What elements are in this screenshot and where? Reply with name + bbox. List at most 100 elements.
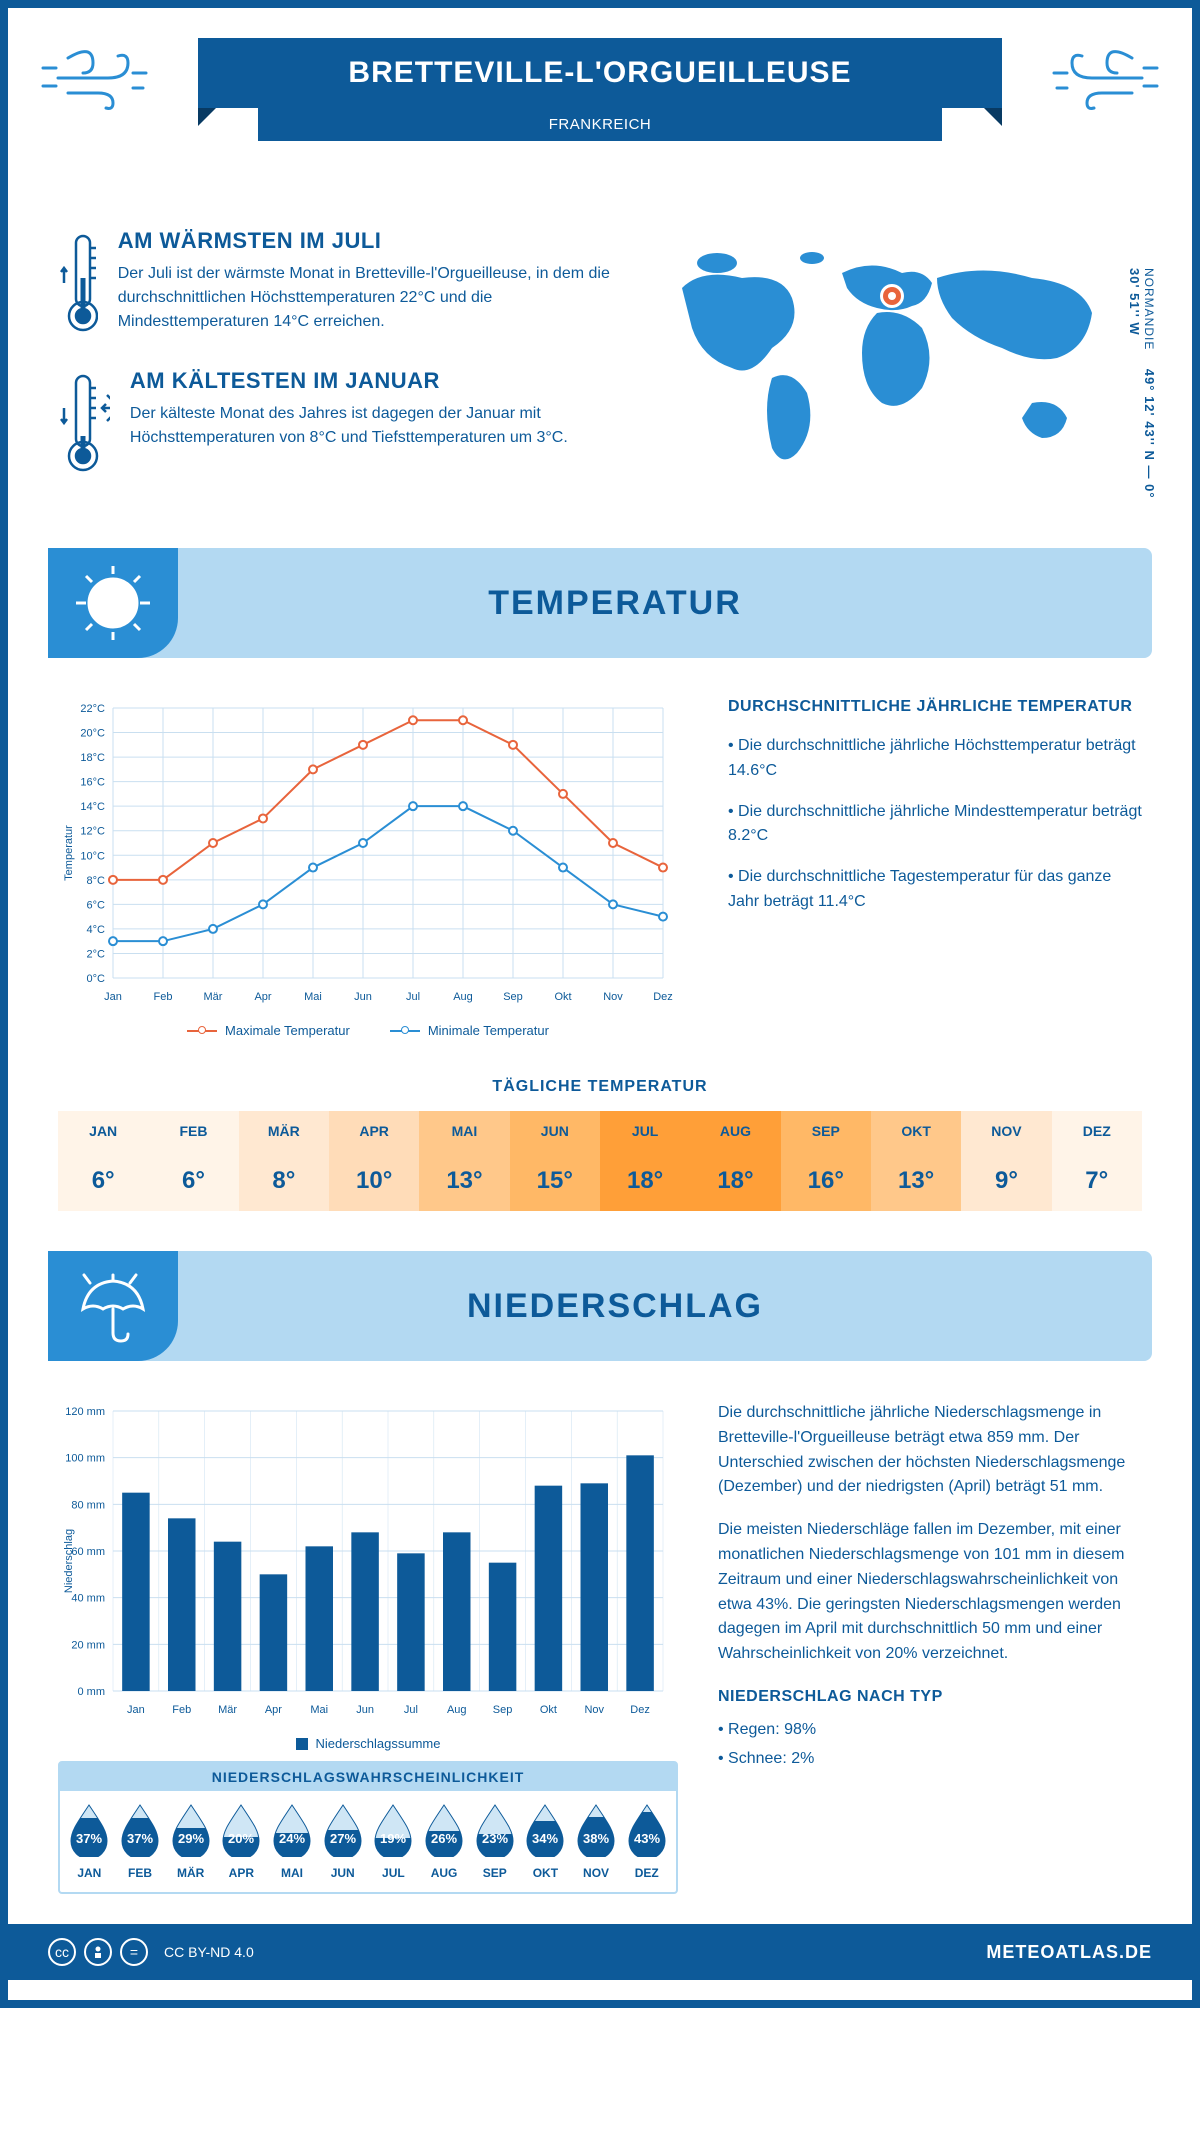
intro-section: AM WÄRMSTEN IM JULI Der Juli ist der wär… — [8, 208, 1192, 548]
daily-temp-title: TÄGLICHE TEMPERATUR — [8, 1078, 1192, 1096]
svg-text:Nov: Nov — [584, 1704, 604, 1716]
svg-text:Okt: Okt — [554, 991, 571, 1003]
coldest-text: Der kälteste Monat des Jahres ist dagege… — [130, 402, 622, 450]
svg-text:Dez: Dez — [630, 1704, 650, 1716]
svg-text:80 mm: 80 mm — [71, 1499, 105, 1511]
prob-cell: 27% JUN — [319, 1803, 366, 1880]
prob-cell: 26% AUG — [421, 1803, 468, 1880]
warmest-text: Der Juli ist der wärmste Monat in Brette… — [118, 262, 622, 334]
svg-text:27%: 27% — [330, 1831, 356, 1846]
svg-text:Mai: Mai — [304, 991, 322, 1003]
svg-text:Mär: Mär — [204, 991, 223, 1003]
coldest-title: AM KÄLTESTEN IM JANUAR — [130, 368, 622, 394]
prob-cell: 24% MAI — [269, 1803, 316, 1880]
svg-text:2°C: 2°C — [87, 948, 106, 960]
warmest-block: AM WÄRMSTEN IM JULI Der Juli ist der wär… — [58, 228, 622, 338]
svg-text:Dez: Dez — [653, 991, 673, 1003]
by-icon — [84, 1938, 112, 1966]
header: BRETTEVILLE-L'ORGUEILLEUSE FRANKREICH — [8, 8, 1192, 208]
temp-text-heading: DURCHSCHNITTLICHE JÄHRLICHE TEMPERATUR — [728, 698, 1142, 716]
prob-cell: 43% DEZ — [623, 1803, 670, 1880]
prob-cell: 29% MÄR — [167, 1803, 214, 1880]
svg-text:0°C: 0°C — [87, 973, 106, 985]
precip-bar-chart: 0 mm20 mm40 mm60 mm80 mm100 mm120 mmNied… — [58, 1401, 678, 1751]
svg-text:60 mm: 60 mm — [71, 1546, 105, 1558]
svg-text:Feb: Feb — [154, 991, 173, 1003]
svg-text:19%: 19% — [380, 1831, 406, 1846]
daily-temp-cell: SEP16° — [781, 1111, 871, 1211]
svg-text:22°C: 22°C — [80, 703, 105, 715]
prob-cell: 20% APR — [218, 1803, 265, 1880]
intro-text: AM WÄRMSTEN IM JULI Der Juli ist der wär… — [58, 228, 622, 508]
page: BRETTEVILLE-L'ORGUEILLEUSE FRANKREICH — [0, 0, 1200, 2008]
svg-text:23%: 23% — [482, 1831, 508, 1846]
svg-text:Temperatur: Temperatur — [63, 825, 75, 881]
site-name: METEOATLAS.DE — [986, 1942, 1152, 1963]
svg-text:Jan: Jan — [104, 991, 122, 1003]
svg-text:8°C: 8°C — [87, 875, 106, 887]
svg-text:0 mm: 0 mm — [78, 1686, 106, 1698]
svg-text:43%: 43% — [634, 1831, 660, 1846]
daily-temp-cell: JAN6° — [58, 1111, 148, 1211]
svg-text:Jun: Jun — [354, 991, 372, 1003]
daily-temp-table: JAN6°FEB6°MÄR8°APR10°MAI13°JUN15°JUL18°A… — [58, 1111, 1142, 1211]
svg-text:Sep: Sep — [493, 1704, 513, 1716]
nd-icon: = — [120, 1938, 148, 1966]
prob-cell: 34% OKT — [522, 1803, 569, 1880]
daily-temp-cell: APR10° — [329, 1111, 419, 1211]
prob-cell: 23% SEP — [471, 1803, 518, 1880]
svg-text:Apr: Apr — [254, 991, 271, 1003]
svg-text:Jul: Jul — [404, 1704, 418, 1716]
svg-text:Mär: Mär — [218, 1704, 237, 1716]
svg-text:18°C: 18°C — [80, 752, 105, 764]
temp-legend: .legend-item:nth-child(1) .legend-line::… — [58, 1023, 678, 1038]
daily-temp-cell: FEB6° — [148, 1111, 238, 1211]
country-subtitle: FRANKREICH — [258, 108, 942, 141]
svg-text:Jul: Jul — [406, 991, 420, 1003]
daily-temp-cell: JUL18° — [600, 1111, 690, 1211]
daily-temp-cell: JUN15° — [510, 1111, 600, 1211]
svg-text:100 mm: 100 mm — [65, 1453, 105, 1465]
umbrella-icon — [48, 1251, 178, 1361]
page-title: BRETTEVILLE-L'ORGUEILLEUSE — [238, 56, 962, 90]
coords-label: NORMANDIE 49° 12' 43'' N — 0° 30' 51'' W — [1127, 268, 1157, 508]
precip-section-banner: NIEDERSCHLAG — [48, 1251, 1152, 1361]
daily-temp-cell: AUG18° — [690, 1111, 780, 1211]
prob-cell: 19% JUL — [370, 1803, 417, 1880]
precip-section: 0 mm20 mm40 mm60 mm80 mm100 mm120 mmNied… — [8, 1361, 1192, 1904]
thermometer-cold-icon — [58, 368, 110, 478]
world-map: NORMANDIE 49° 12' 43'' N — 0° 30' 51'' W — [662, 228, 1142, 508]
svg-text:Feb: Feb — [172, 1704, 191, 1716]
prob-cell: 37% FEB — [117, 1803, 164, 1880]
daily-temp-cell: DEZ7° — [1052, 1111, 1142, 1211]
svg-text:29%: 29% — [178, 1831, 204, 1846]
svg-text:Apr: Apr — [265, 1704, 282, 1716]
precip-legend: Niederschlagssumme — [58, 1736, 678, 1751]
temp-section-banner: TEMPERATUR — [48, 548, 1152, 658]
svg-text:6°C: 6°C — [87, 899, 106, 911]
svg-text:Okt: Okt — [540, 1704, 557, 1716]
svg-text:120 mm: 120 mm — [65, 1406, 105, 1418]
coldest-block: AM KÄLTESTEN IM JANUAR Der kälteste Mona… — [58, 368, 622, 478]
svg-text:40 mm: 40 mm — [71, 1593, 105, 1605]
svg-text:34%: 34% — [532, 1831, 558, 1846]
svg-text:Niederschlag: Niederschlag — [63, 1529, 75, 1593]
thermometer-hot-icon — [58, 228, 98, 338]
wind-icon — [1042, 28, 1162, 123]
svg-text:26%: 26% — [431, 1831, 457, 1846]
svg-text:24%: 24% — [279, 1831, 305, 1846]
wind-icon — [38, 28, 158, 123]
svg-text:38%: 38% — [583, 1831, 609, 1846]
footer: cc = CC BY-ND 4.0 METEOATLAS.DE — [8, 1924, 1192, 1980]
svg-text:Aug: Aug — [447, 1704, 467, 1716]
temp-line-chart: 0°C2°C4°C6°C8°C10°C12°C14°C16°C18°C20°C2… — [58, 698, 678, 1038]
svg-text:Mai: Mai — [310, 1704, 328, 1716]
precip-text: Die durchschnittliche jährliche Niedersc… — [718, 1401, 1142, 1894]
daily-temp-cell: MÄR8° — [239, 1111, 329, 1211]
title-banner: BRETTEVILLE-L'ORGUEILLEUSE — [198, 38, 1002, 108]
daily-temp-cell: MAI13° — [419, 1111, 509, 1211]
sun-icon — [48, 548, 178, 658]
svg-text:Aug: Aug — [453, 991, 473, 1003]
svg-text:14°C: 14°C — [80, 801, 105, 813]
precip-heading: NIEDERSCHLAG — [178, 1287, 1152, 1326]
